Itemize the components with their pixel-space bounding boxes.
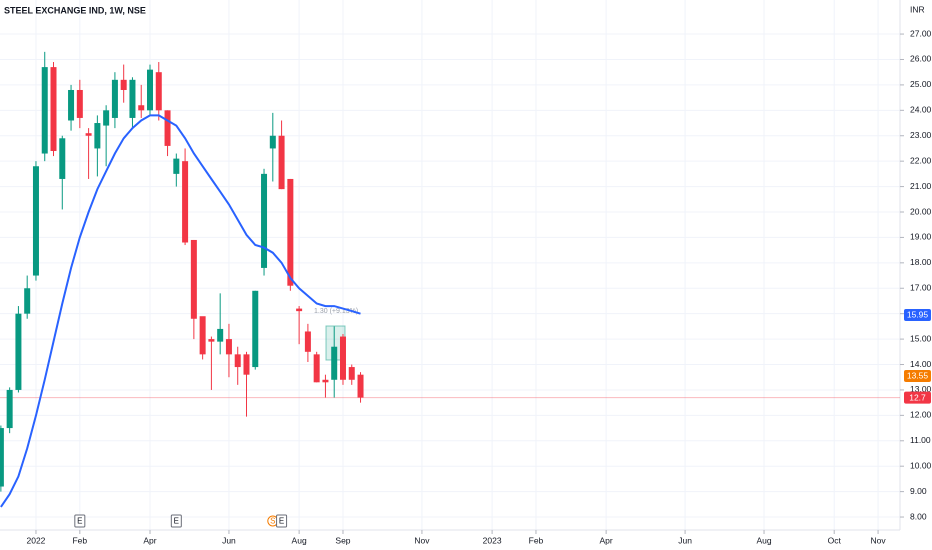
candle-body [32,166,39,276]
candle-body [234,354,241,368]
price-tag [904,369,931,382]
candle-body [208,339,215,342]
price-tag-label: 13.55 [907,371,929,381]
candle-body [94,123,101,149]
x-tick-label: Aug [292,535,307,545]
y-tick-label: 22.00 [910,155,932,165]
y-tick-label: 11.00 [910,435,931,445]
candle-body [339,336,346,380]
price-tag [904,308,931,321]
candle-body [261,173,268,268]
candle-body [269,135,276,149]
event-marker [276,514,288,528]
event-marker [170,514,182,528]
event-label: E [77,517,82,526]
candle-body [357,374,364,398]
y-tick-label: 23.00 [910,130,932,140]
y-tick-label: 24.00 [910,105,932,115]
y-tick-label: 17.00 [910,283,932,293]
candle-body [15,313,22,390]
x-tick-label: 2022 [27,535,46,545]
moving-average-line [0,114,361,508]
chart-title: STEEL EXCHANGE IND, 1W, NSE [4,5,146,15]
candle-body [348,367,355,380]
y-tick-label: 14.00 [910,359,932,369]
price-tag-label: 15.95 [907,310,929,320]
candle-body [313,354,320,383]
candle-body [296,308,303,312]
candle-body [68,89,75,121]
candle-body [6,389,13,429]
x-tick-label: Oct [828,535,842,545]
event-label: S [270,517,275,526]
y-tick-label: 27.00 [910,28,932,38]
y-tick-label: 10.00 [910,460,932,470]
x-tick-label: Jun [678,535,692,545]
candle-body [59,138,66,179]
candle-body [217,328,224,342]
candle-body [304,331,311,352]
candle-body [41,67,48,154]
x-tick-label: Nov [871,535,887,545]
event-label: E [279,517,284,526]
y-tick-label: 20.00 [910,206,932,216]
candle-body [0,428,4,487]
x-tick-label: Apr [143,535,156,545]
y-tick-label: 19.00 [910,232,932,242]
x-tick-label: Aug [756,535,771,545]
y-tick-label: 9.00 [910,486,927,496]
x-tick-label: Nov [414,535,430,545]
x-tick-label: Feb [529,535,544,545]
candle-body [164,110,171,146]
measure-label: 1.30 (+9.13%) [314,308,358,315]
y-tick-label: 26.00 [910,54,932,64]
x-tick-label: Sep [335,535,350,545]
x-tick-label: 2023 [483,535,502,545]
x-tick-label: Feb [72,535,87,545]
candle-body [243,354,250,375]
price-tag-label: 12.7 [909,392,926,402]
y-tick-label: 25.00 [910,79,932,89]
candle-body [225,339,232,355]
candle-body [182,161,189,243]
price-tag [904,391,931,404]
candle-body [278,135,285,190]
candle-body [147,69,153,111]
candle-body [173,158,180,174]
event-marker [74,514,86,528]
candle-body [252,290,259,368]
y-tick-label: 18.00 [910,257,932,267]
x-tick-label: Jun [222,535,236,545]
candle-body [120,79,127,90]
x-tick-label: Apr [600,535,613,545]
candle-body [138,105,145,111]
y-tick-label: 8.00 [910,511,927,521]
candle-body [155,72,162,111]
candle-body [129,79,136,118]
candle-body [85,133,92,136]
candle-body [199,316,206,355]
event-label: E [174,517,179,526]
y-tick-label: 15.00 [910,333,932,343]
candle-body [76,89,83,118]
y-tick-label: 13.00 [910,384,932,394]
candle-body [50,67,57,151]
y-tick-label: 12.00 [910,410,932,420]
candle-body [24,288,31,314]
candle-body [287,178,294,286]
candle-body [103,110,110,126]
candle-body [331,346,338,380]
y-tick-label: 21.00 [910,181,932,191]
candle-body [111,79,118,118]
candle-body [322,379,329,383]
currency-label: INR [910,4,925,14]
candle-body [190,239,197,319]
